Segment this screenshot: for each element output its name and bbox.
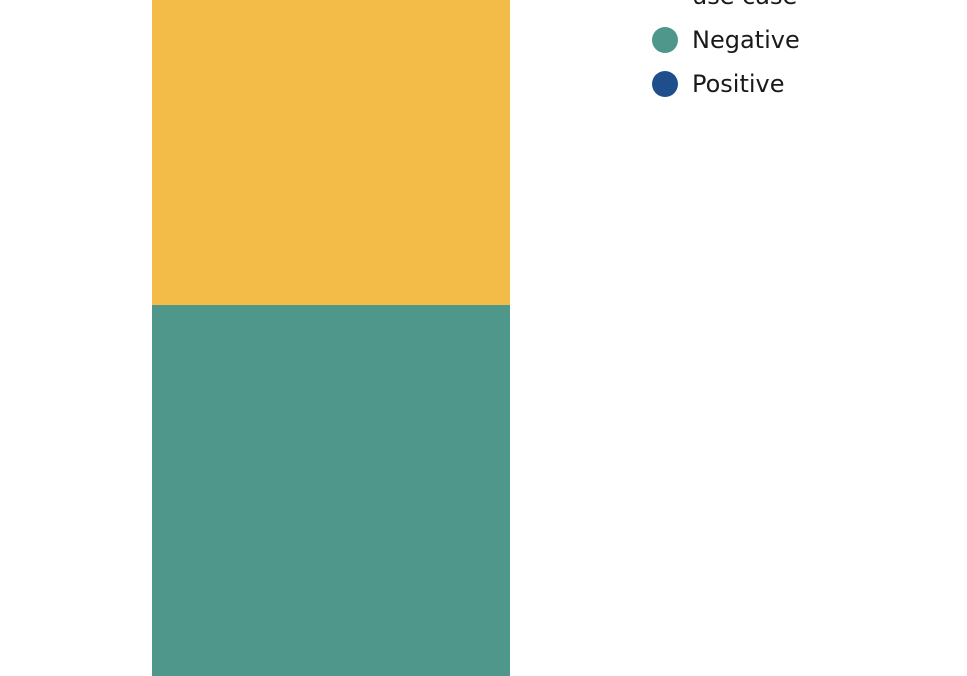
legend-swatch-icon [652, 71, 678, 97]
legend-swatch-icon [652, 0, 678, 9]
legend-item: Positive [652, 62, 800, 106]
legend: use case Negative Positive [652, 0, 800, 106]
legend-label: Positive [692, 70, 785, 98]
legend-label: Negative [692, 26, 800, 54]
legend-item: use case [652, 0, 800, 18]
bar-segment-2 [152, 0, 510, 305]
legend-label: use case [692, 0, 797, 10]
legend-item: Negative [652, 18, 800, 62]
legend-swatch-icon [652, 27, 678, 53]
bar-segment-1 [152, 304, 510, 676]
